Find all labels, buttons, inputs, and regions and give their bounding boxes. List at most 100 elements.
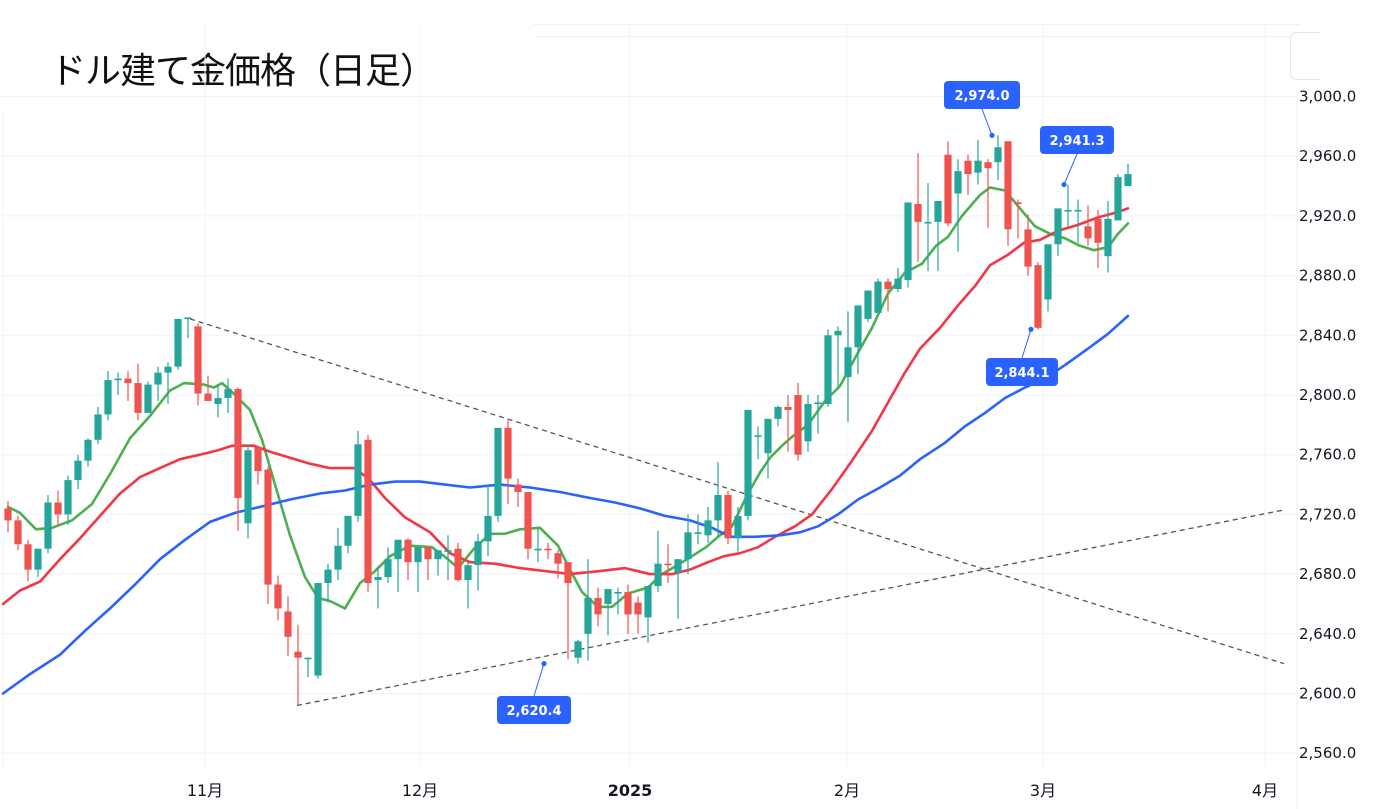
candle — [164, 362, 172, 404]
candle-body — [14, 520, 22, 545]
candle-body — [464, 565, 472, 581]
candle-body — [1114, 177, 1122, 221]
candle — [834, 326, 842, 390]
candle — [654, 530, 662, 593]
candle-body — [554, 553, 562, 564]
candle-body — [524, 492, 532, 549]
candle — [594, 587, 602, 627]
candle — [454, 542, 462, 582]
price-annotations: 2,974.0 2,941.3 2,844.1 2,620.4 — [497, 81, 1114, 724]
lower-support-line — [296, 509, 1285, 707]
price-tick-label: 2,640.0 — [1299, 625, 1356, 643]
candle — [614, 587, 622, 615]
candle — [484, 484, 492, 557]
candle — [74, 454, 82, 490]
candle — [904, 202, 912, 288]
price-axis[interactable]: 3,000.0 2,960.0 2,920.0 2,880.0 2,840.0 2,800… — [1299, 88, 1356, 763]
candle-body — [224, 389, 232, 398]
candle — [964, 154, 972, 196]
top-divider — [533, 24, 1300, 25]
candle-body — [364, 439, 372, 584]
moving-averages — [1, 186, 1130, 695]
candle — [104, 371, 112, 421]
candle-body — [814, 402, 822, 405]
callout-line — [1021, 329, 1032, 359]
candle-body — [584, 597, 592, 634]
candle-body — [964, 160, 972, 175]
candle — [1104, 200, 1112, 273]
candle — [1044, 244, 1052, 312]
candle-body — [744, 409, 752, 516]
candle-body — [374, 577, 382, 581]
candle-body — [104, 380, 112, 415]
candle — [194, 323, 202, 406]
candle — [494, 427, 502, 522]
candle — [704, 506, 712, 543]
price-label-badge: 2,620.4 — [497, 661, 571, 724]
price-tick-label: 2,800.0 — [1299, 386, 1356, 404]
candle-body — [544, 548, 552, 551]
candle — [384, 547, 392, 584]
candle-body — [854, 305, 862, 348]
candle — [754, 426, 762, 460]
candle-body — [954, 171, 962, 194]
candle — [664, 544, 672, 584]
candle-body — [494, 427, 502, 516]
price-label-badge: 2,844.1 — [986, 326, 1058, 386]
candle — [434, 550, 442, 576]
candle-body — [914, 203, 922, 222]
candle-body — [504, 427, 512, 479]
price-tick-label: 2,560.0 — [1299, 744, 1356, 762]
candle-body — [274, 584, 282, 609]
candle-body — [514, 484, 522, 493]
candle-body — [124, 378, 132, 384]
candle-body — [264, 469, 272, 585]
candle-body — [1074, 209, 1082, 212]
candle — [684, 514, 692, 575]
callout-line — [1063, 153, 1078, 185]
candle-body — [1024, 229, 1032, 267]
candle — [984, 159, 992, 228]
candle-body — [804, 403, 812, 442]
candle-body — [134, 383, 142, 413]
candle — [744, 409, 752, 521]
candle-body — [394, 539, 402, 560]
candle — [1094, 209, 1102, 269]
candle — [284, 596, 292, 657]
candle-body — [944, 154, 952, 224]
candle-body — [724, 494, 732, 539]
candle — [1084, 205, 1092, 246]
candle-body — [234, 389, 242, 498]
price-label-badge: 2,974.0 — [944, 81, 1020, 138]
candle-body — [424, 547, 432, 560]
candle — [364, 435, 372, 593]
candle — [154, 366, 162, 401]
scale-toggle-box[interactable] — [1290, 32, 1321, 80]
badge-box — [986, 358, 1058, 386]
candle — [224, 378, 232, 413]
price-tick-label: 2,920.0 — [1299, 207, 1356, 225]
candle-body — [844, 347, 852, 378]
callout-dot — [1061, 181, 1067, 188]
candle — [924, 183, 932, 272]
candle-body — [164, 366, 172, 373]
candle — [184, 317, 192, 339]
candle-body — [414, 547, 422, 563]
candle-body — [24, 544, 32, 570]
candle-body — [304, 657, 312, 660]
candle — [954, 159, 962, 252]
candle-body — [34, 548, 42, 570]
candle-body — [864, 290, 872, 319]
candle — [944, 141, 952, 227]
candle — [424, 545, 432, 581]
candle-body — [244, 450, 252, 524]
candle-body — [214, 397, 222, 404]
time-axis[interactable]: 11月 12月 2025 2月 3月 4月 — [187, 781, 1278, 800]
candle-body — [204, 393, 212, 401]
candle — [794, 383, 802, 461]
candle-body — [1014, 202, 1022, 205]
candle — [784, 395, 792, 452]
candle-body — [4, 508, 12, 521]
candle — [464, 562, 472, 609]
